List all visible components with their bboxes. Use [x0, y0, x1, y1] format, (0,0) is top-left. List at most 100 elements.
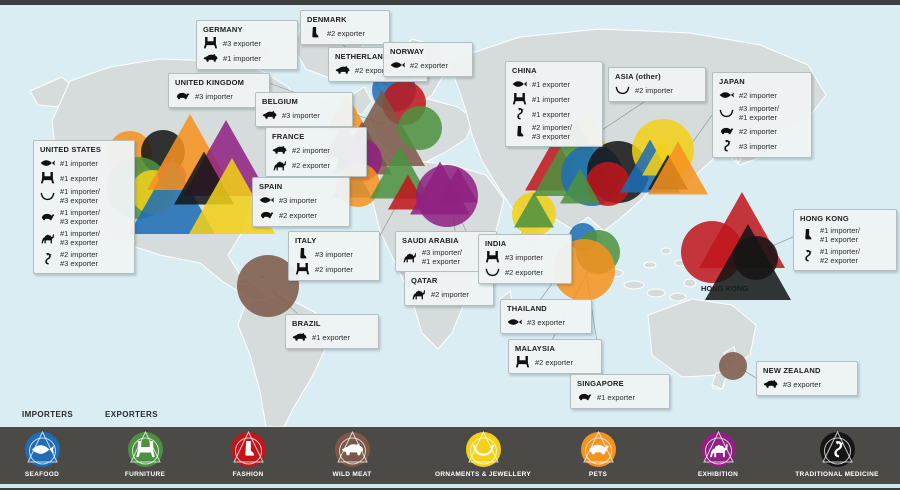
category-badge: [465, 430, 501, 467]
country-name: INDIA: [485, 239, 507, 248]
trade-rank-text: #1 importer/ #3 exporter: [60, 229, 101, 247]
trade-entry: #1 importer/ #2 exporter: [800, 247, 890, 265]
chair-icon: [515, 356, 530, 368]
country-name: GERMANY: [203, 25, 243, 34]
logo-outline-icon: [26, 430, 58, 465]
furniture-exporter-mark: [398, 106, 442, 150]
trade-entry: #1 exporter: [40, 172, 128, 184]
trade-rank-text: #2 exporter: [410, 60, 448, 70]
trade-entry: #3 importer: [175, 90, 263, 102]
category-label: EXHIBITION: [697, 471, 739, 478]
trade-rank-text: #1 exporter: [532, 79, 570, 89]
boar-icon: [292, 331, 307, 343]
logo-outline-icon: [129, 430, 161, 465]
trade-rank-text: #1 importer/ #3 exporter: [60, 208, 101, 226]
trade-entry: #3 importer: [262, 109, 346, 121]
trade-entry: #1 exporter: [512, 78, 596, 90]
country-name: THAILAND: [507, 304, 547, 313]
trade-entry: #3 exporter: [203, 37, 291, 49]
trade-entry: #1 importer/ #3 exporter: [40, 229, 128, 247]
country-label-china: CHINA #1 exporter #1 importer #1 exporter #2…: [505, 61, 603, 147]
category-ornaments: ORNAMENTS & JEWELLERY: [428, 430, 538, 478]
country-name: UNITED KINGDOM: [175, 78, 245, 87]
trade-rank-text: #2 exporter: [505, 267, 543, 277]
trade-rank-text: #1 importer: [532, 94, 570, 104]
chair-icon: [295, 263, 310, 275]
category-pets: PETS: [543, 430, 653, 478]
category-badge: [819, 430, 855, 467]
trade-rank-text: #3 importer: [315, 249, 353, 259]
country-name: BELGIUM: [262, 97, 298, 106]
trade-entry: #2 exporter: [272, 159, 360, 171]
trade-marks-layer: [107, 68, 791, 380]
logo-outline-icon: [702, 430, 734, 465]
country-label-asia-other: ASIA (other) #2 importer: [608, 67, 706, 102]
trade-rank-text: #2 exporter: [535, 357, 573, 367]
trade-rank-text: #2 importer: [739, 126, 777, 136]
trade-entry: #1 importer: [512, 93, 596, 105]
country-label-malaysia: MALAYSIA #2 exporter: [508, 339, 602, 374]
turtle-icon: [719, 125, 734, 137]
bottom-border-line: [0, 488, 900, 490]
country-name: BRAZIL: [292, 319, 321, 328]
top-border-bar: [0, 0, 900, 5]
category-traditional_medicine: TRADITIONAL MEDICINE: [782, 430, 892, 478]
trade-rank-text: #1 exporter: [312, 332, 350, 342]
trade-entry: #2 importer/ #3 exporter: [512, 123, 596, 141]
country-label-spain: SPAIN #3 importer #2 exporter: [252, 177, 350, 227]
boar-icon: [203, 52, 218, 64]
turtle-icon: [40, 211, 55, 223]
trade-rank-text: #1 importer/ #2 exporter: [820, 247, 861, 265]
country-name: HONG KONG: [800, 214, 849, 223]
fish-icon: [512, 78, 527, 90]
logo-outline-icon: [336, 430, 368, 465]
shell-icon: [40, 190, 55, 202]
trade-entry: #1 importer/ #1 exporter: [800, 226, 890, 244]
category-label: FASHION: [232, 471, 264, 478]
trade-rank-text: #2 importer/ #3 exporter: [532, 123, 573, 141]
trade-entry: #3 importer: [295, 248, 373, 260]
fish-icon: [390, 59, 405, 71]
hong-kong-map-label: HONG KONG: [701, 284, 749, 293]
country-name: ITALY: [295, 236, 317, 245]
trade-entry: #2 importer: [272, 144, 360, 156]
trade-rank-text: #2 importer #3 exporter: [60, 250, 98, 268]
boot-icon: [307, 27, 322, 39]
country-name: FRANCE: [272, 132, 305, 141]
trade-rank-text: #3 importer: [505, 252, 543, 262]
trade-rank-text: #1 exporter: [532, 109, 570, 119]
wild_meat-exporter-mark: [719, 352, 747, 380]
trade-rank-text: #1 importer/ #1 exporter: [820, 226, 861, 244]
trade-rank-text: #3 exporter: [223, 38, 261, 48]
trade-entry: #1 importer/ #3 exporter: [40, 208, 128, 226]
country-label-belgium: BELGIUM #3 importer: [255, 92, 353, 127]
chair-icon: [40, 172, 55, 184]
logo-outline-icon: [582, 430, 614, 465]
country-label-united-states: UNITED STATES #1 importer #1 exporter #1 im…: [33, 140, 135, 274]
turtle-icon: [259, 209, 274, 221]
chair-icon: [485, 251, 500, 263]
exporters-legend-label: EXPORTERS: [105, 410, 158, 419]
trade-entry: #3 importer/ #1 exporter: [402, 248, 490, 266]
logo-outline-icon: [821, 430, 853, 465]
camel-icon: [411, 288, 426, 300]
trade-rank-text: #1 exporter: [60, 173, 98, 183]
boar-icon: [272, 144, 287, 156]
trade-entry: #1 exporter: [577, 391, 663, 403]
trade-entry: #1 exporter: [292, 331, 372, 343]
fish-icon: [507, 316, 522, 328]
trade-entry: #3 importer/ #1 exporter: [719, 104, 805, 122]
shell-icon: [485, 266, 500, 278]
trade-entry: #2 importer: [719, 89, 805, 101]
country-label-india: INDIA #3 importer #2 exporter: [478, 234, 572, 284]
boot-icon: [295, 248, 310, 260]
trade-entry: #2 importer #3 exporter: [40, 250, 128, 268]
category-badge: [24, 430, 60, 467]
country-name: UNITED STATES: [40, 145, 102, 154]
boot-icon: [800, 229, 815, 241]
category-badge: [700, 430, 736, 467]
shell-icon: [719, 107, 734, 119]
country-label-new-zealand: NEW ZEALAND #3 exporter: [756, 361, 858, 396]
camel-icon: [402, 251, 417, 263]
